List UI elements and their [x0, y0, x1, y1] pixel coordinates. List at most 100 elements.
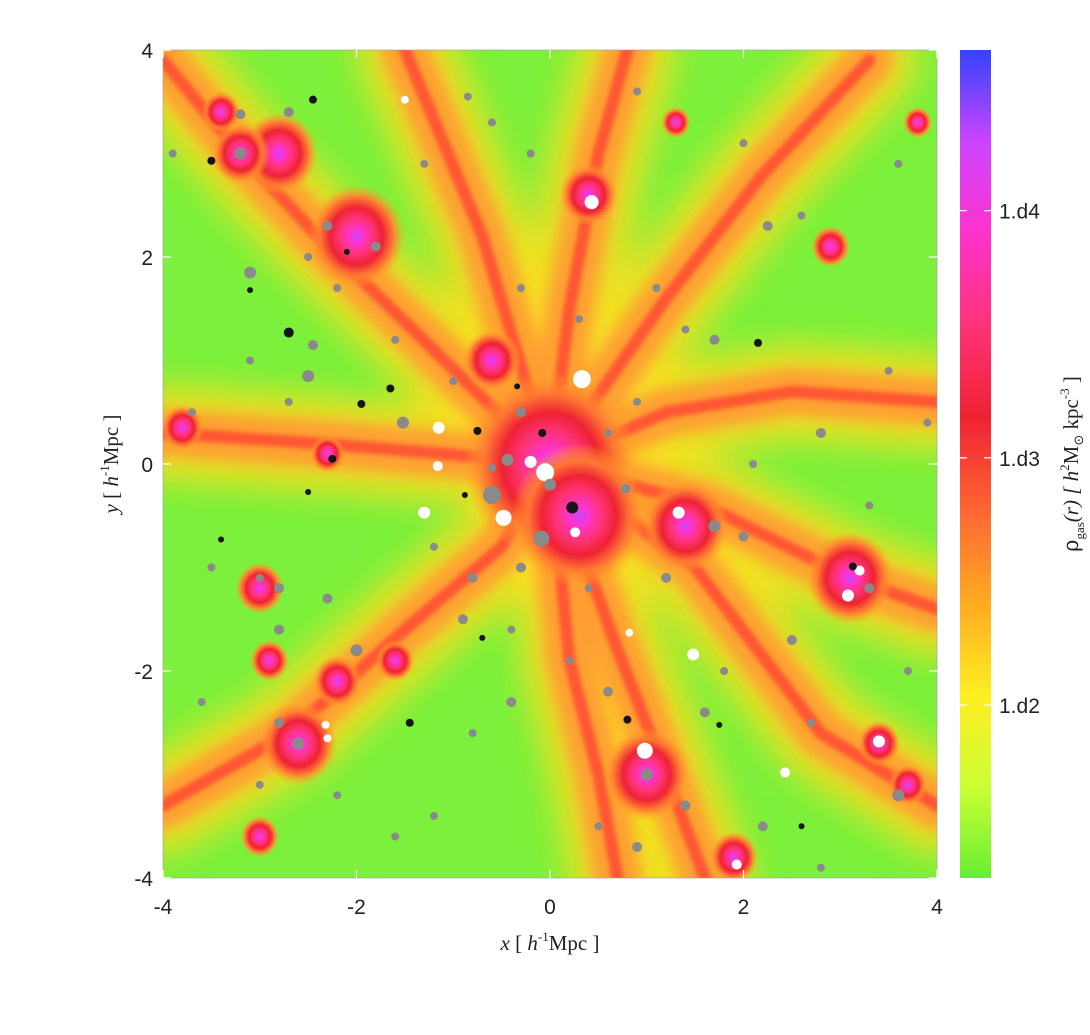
subhalo-marker-black: [283, 327, 294, 338]
y-axis: -4 -2 0 2 4: [134, 40, 937, 891]
y-tick-label: -2: [134, 661, 153, 684]
subhalo-marker-black: [218, 536, 225, 543]
subhalo-marker-grey: [274, 717, 285, 728]
halo-peak: [811, 225, 850, 268]
subhalo-marker-grey: [633, 397, 642, 406]
subhalo-marker-grey: [274, 583, 285, 594]
halo-peak: [235, 562, 284, 615]
subhalo-marker-grey: [391, 335, 400, 344]
x-axis-title: x [ h-1Mpc ]: [500, 929, 600, 955]
subhalo-marker-grey: [661, 572, 672, 583]
y-tick-label: -4: [134, 868, 153, 891]
colorbar-title-kpc-exp: -3: [1057, 388, 1072, 399]
halo-peak: [559, 163, 618, 226]
subhalo-marker-white: [625, 628, 634, 637]
subhalo-marker-white: [841, 589, 854, 602]
subhalo-marker-grey: [699, 707, 710, 718]
subhalo-marker-grey: [757, 821, 768, 832]
subhalo-marker-black: [357, 399, 366, 408]
subhalo-marker-black: [798, 823, 805, 830]
subhalo-marker-grey: [516, 284, 525, 293]
subhalo-marker-grey: [467, 572, 478, 583]
x-axis: -4 -2 0 2 4: [154, 50, 943, 919]
subhalo-marker-grey: [396, 416, 409, 429]
subhalo-marker-grey: [350, 644, 363, 657]
halo-peak: [375, 639, 415, 682]
halo-peak: [240, 815, 280, 858]
subhalo-marker-grey: [526, 149, 535, 158]
subhalo-marker-black: [538, 428, 547, 437]
colorbar-gradient: [960, 50, 991, 878]
filament-core: [544, 54, 876, 470]
subhalo-marker-grey: [255, 573, 264, 582]
subhalo-marker-grey: [640, 768, 653, 781]
halo-peak: [308, 184, 405, 289]
subhalo-marker-grey: [864, 583, 875, 594]
subhalo-marker-white: [584, 195, 599, 210]
subhalo-marker-grey: [738, 531, 749, 542]
subhalo-marker-grey: [429, 811, 438, 820]
subhalo-marker-grey: [234, 147, 247, 160]
subhalo-marker-grey: [420, 159, 429, 168]
halo-peak: [806, 531, 894, 625]
subhalo-marker-black: [343, 248, 350, 255]
subhalo-marker-grey: [307, 339, 318, 350]
subhalo-marker-black: [566, 501, 579, 514]
subhalo-marker-grey: [533, 530, 550, 547]
subhalo-marker-grey: [322, 593, 333, 604]
y-axis-title-open: [: [99, 487, 123, 505]
subhalo-marker-black: [308, 95, 317, 104]
subhalo-marker-white: [687, 648, 700, 661]
colorbar-title-sun: ⊙: [1071, 435, 1086, 446]
halo-peak: [462, 329, 521, 392]
subhalo-marker-grey: [246, 356, 255, 365]
subhalo-marker-grey: [604, 428, 613, 437]
x-tick-label: -4: [154, 896, 173, 919]
subhalo-marker-black: [716, 721, 723, 728]
subhalo-marker-white: [400, 95, 409, 104]
subhalo-marker-grey: [816, 863, 825, 872]
subhalo-marker-black: [461, 492, 468, 499]
subhalo-marker-white: [524, 455, 537, 468]
subhalo-marker-grey: [283, 107, 294, 118]
subhalo-marker-grey: [762, 220, 773, 231]
subhalo-marker-grey: [322, 220, 333, 231]
subhalo-marker-grey: [468, 729, 477, 738]
colorbar-title-h-exp: 2: [1057, 464, 1072, 471]
subhalo-marker-white: [432, 421, 445, 434]
subhalo-marker-white: [418, 506, 431, 519]
subhalo-marker-black: [207, 156, 216, 165]
subhalo-marker-grey: [304, 253, 313, 261]
subhalo-marker-black: [623, 715, 632, 724]
subhalo-marker-grey: [544, 478, 556, 491]
subhalo-marker-black: [405, 718, 414, 727]
subhalo-marker-grey: [720, 667, 729, 675]
subhalo-marker-grey: [515, 562, 526, 573]
subhalo-marker-grey: [807, 718, 816, 727]
subhalo-marker-grey: [487, 464, 496, 473]
y-axis-title: y [ h-1Mpc ]: [97, 415, 123, 516]
subhalo-marker-grey: [463, 92, 472, 101]
subhalo-marker-black: [473, 426, 482, 435]
subhalo-marker-grey: [274, 624, 285, 635]
subhalo-marker-grey: [894, 159, 903, 168]
x-tick-label: 4: [931, 896, 943, 919]
subhalo-marker-grey: [739, 139, 748, 148]
x-tick-label: -2: [347, 896, 366, 919]
subhalo-marker-black: [848, 562, 857, 571]
subhalo-marker-black: [328, 454, 337, 463]
subhalo-marker-grey: [487, 118, 496, 127]
y-tick-label: 4: [141, 40, 153, 63]
subhalo-marker-grey: [892, 789, 905, 802]
subhalo-marker-grey: [884, 366, 893, 375]
colorbar-title-h: h: [1059, 471, 1083, 482]
x-axis-title-exp: -1: [538, 929, 549, 944]
x-axis-title-open: [: [510, 931, 528, 955]
subhalo-marker-grey: [594, 822, 603, 831]
subhalo-marker-grey: [515, 407, 526, 418]
subhalo-marker-grey: [786, 634, 797, 645]
subhalo-marker-grey: [652, 284, 661, 293]
x-axis-title-var: x: [500, 931, 511, 955]
subhalo-marker-black: [305, 488, 312, 495]
